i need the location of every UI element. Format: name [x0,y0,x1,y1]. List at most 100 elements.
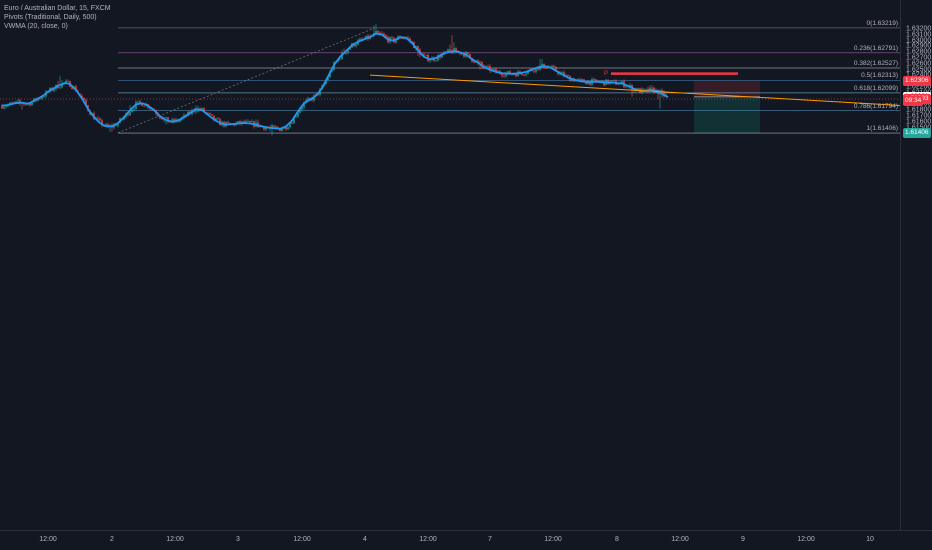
candle-body [3,107,5,109]
candle-body [379,32,381,34]
candle-body [289,123,291,128]
candle-body [455,48,457,52]
candle-body [645,88,647,90]
price-tag: 09:34 [903,96,924,107]
candle-body [201,108,203,111]
candle-body [299,109,301,113]
candle-body [441,53,443,58]
fib-retracement[interactable] [0,27,900,134]
candle-body [159,116,161,119]
time-axis[interactable]: 12:00 2 12:00 3 12:00 4 12:00 7 12:00 8 12:00 9 12:0… [0,530,932,550]
candle-body [133,108,135,110]
candle-body [507,71,509,74]
candle-body [355,44,357,47]
candle-body [443,51,445,54]
candle-body [31,101,33,106]
candle-body [275,126,277,128]
price-tick-label: 1.61600 [906,118,932,126]
price-tick-label: 1.62700 [906,54,932,62]
candle-body [209,112,211,115]
candle-body [167,117,169,122]
legend-symbol[interactable]: Euro / Australian Dollar, 15, FXCM [4,5,111,12]
candle-body [67,80,69,82]
price-tick-label: 1.61800 [906,106,932,114]
legend-pivots[interactable]: Pivots (Traditional, Daily, 500) [4,14,97,21]
candle-body [401,38,403,40]
time-tick-label: 8 [615,536,619,543]
candle-body [567,75,569,77]
fib-level-label: 0.5(1.62313) [861,72,898,80]
candle-body [61,83,63,88]
chart-area[interactable]: Euro / Australian Dollar, 15, FXCM Pivot… [0,0,900,530]
fib-level-label: 0.382(1.62527) [853,60,898,68]
candle-body [429,60,431,62]
candle-body [601,80,603,82]
candle-body [581,79,583,80]
candle-body [407,37,409,39]
candle-body [423,53,425,55]
candle-body [179,119,181,122]
candle-body [503,75,505,77]
candle-body [487,66,489,67]
candle-body [359,38,361,41]
candle-body [161,118,163,120]
fib-level-label: 0.236(1.62791) [853,44,898,52]
candle-body [501,73,503,76]
candle-body [211,114,213,116]
candle-body [263,126,265,130]
candle-body [165,117,167,118]
candle-body [469,54,471,58]
candle-body [533,70,535,72]
candle-body [273,125,275,127]
candle-body [251,121,253,123]
candle-body [395,39,397,43]
candle-body [97,118,99,119]
candle-body [537,67,539,70]
candle-body [585,82,587,85]
price-chart[interactable] [0,0,900,530]
candle-body [85,99,87,106]
candle-body [71,86,73,89]
candle-body [281,128,283,131]
candle-body [249,120,251,123]
candle-body [435,60,437,62]
candle-body [229,122,231,124]
chart-legend: Euro / Australian Dollar, 15, FXCM Pivot… [4,4,111,31]
candle-body [617,84,619,86]
candle-body [217,118,219,120]
candle-body [29,103,31,106]
candle-body [555,67,557,72]
time-tick-label: 12:00 [39,536,57,543]
candle-body [309,98,311,99]
candle-body [381,33,383,35]
candle-body [141,103,143,106]
candle-body [593,79,595,80]
time-tick-label: 12:00 [671,536,689,543]
candle-body [625,86,627,88]
candle-body [287,127,289,130]
vwma-line [1,32,669,130]
candle-body [207,112,209,114]
time-tick-label: 12:00 [166,536,184,543]
candle-body [5,106,7,108]
position-tool[interactable] [694,80,760,134]
candle-body [295,116,297,118]
candle-body [445,51,447,53]
candle-body [331,70,333,72]
time-tick-label: 9 [741,536,745,543]
fib-level-label: 0.618(1.62099) [853,84,898,92]
candle-body [643,88,645,90]
candle-body [171,119,173,122]
trendline [369,74,900,106]
candle-body [339,59,341,60]
candle-body [139,101,141,104]
overlay-layer [1,32,900,130]
legend-vwma[interactable]: VWMA (20, close, 0) [4,23,68,30]
candle-body [291,123,293,124]
candles-layer [1,24,667,136]
candle-body [525,73,527,75]
price-tick-label: 1.62600 [906,60,932,68]
candle-body [99,118,101,121]
candle-body [127,113,129,116]
candle-body [307,98,309,101]
